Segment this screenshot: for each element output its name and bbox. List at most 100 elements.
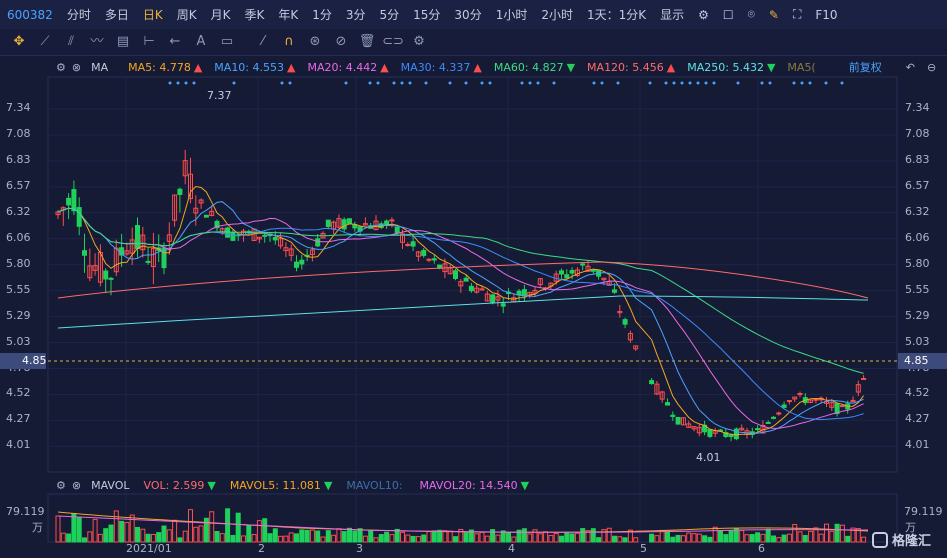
volume-bar	[861, 536, 867, 543]
candle-body	[145, 260, 151, 263]
candle-body	[203, 214, 209, 218]
period-tab-11[interactable]: 30分	[454, 8, 482, 22]
volume-bar	[299, 529, 305, 543]
period-tab-4[interactable]: 月K	[210, 8, 231, 22]
volume-bar	[537, 533, 543, 543]
signal-dot	[712, 81, 716, 85]
vol-item-dir: ▼	[520, 478, 530, 492]
volume-bar	[341, 531, 347, 543]
candle-body	[559, 270, 564, 275]
period-tab-3[interactable]: 周K	[176, 8, 197, 22]
price-tick-l-6: 5.80	[6, 256, 31, 270]
vol-close-icon[interactable]: ⊗	[71, 478, 82, 492]
minus-icon[interactable]: ⊖	[926, 60, 937, 74]
price-tick-r-8: 5.29	[905, 308, 930, 322]
note-tool-icon[interactable]: ▭	[220, 34, 234, 49]
period-tab-7[interactable]: 1分	[312, 8, 332, 22]
period-tab-5[interactable]: 季K	[244, 8, 265, 22]
fib-tool-icon[interactable]: ▤	[116, 34, 130, 49]
period-select[interactable]: 1天：1分K	[586, 8, 647, 22]
date-tick-1: 2	[258, 542, 265, 555]
candle-body	[172, 194, 178, 221]
signal-dot	[616, 81, 620, 85]
text-tool-icon[interactable]: A	[196, 34, 206, 49]
draw-settings-icon[interactable]: ⚙	[413, 34, 425, 49]
period-tab-9[interactable]: 5分	[379, 8, 400, 22]
channel-tool-icon[interactable]: ⫽	[68, 34, 74, 49]
magnet-icon[interactable]: ∩	[284, 34, 294, 49]
vol-settings-icon[interactable]: ⚙	[56, 478, 66, 492]
checkbox-icon[interactable]: ☐	[722, 7, 734, 22]
ma-item-dir: ▲	[287, 60, 296, 74]
candle-body	[55, 211, 61, 216]
candle-body	[463, 277, 469, 282]
volume-bar	[336, 528, 342, 543]
ma-close-icon[interactable]: ⊗	[71, 60, 82, 74]
f10-button[interactable]: F10	[815, 7, 838, 22]
volume-bar	[368, 529, 374, 543]
volume-bar	[278, 535, 284, 543]
pencil-icon[interactable]: ✎	[768, 7, 779, 22]
volume-bar	[474, 533, 480, 543]
candle-body	[484, 293, 490, 302]
volume-bar	[97, 533, 103, 543]
volume-bar	[855, 528, 861, 543]
signal-dot	[176, 81, 180, 85]
candle-body	[188, 173, 193, 200]
display-menu[interactable]: 显示	[660, 8, 685, 22]
period-tab-1[interactable]: 多日	[104, 8, 129, 22]
candle-body	[198, 199, 204, 204]
undo-icon[interactable]: ↶	[905, 60, 915, 74]
volume-bar	[437, 529, 443, 543]
period-tab-8[interactable]: 3分	[345, 8, 366, 22]
hide-icon[interactable]: ⊘	[335, 34, 347, 49]
eraser-icon[interactable]: ⁄	[261, 34, 265, 49]
candle-body	[733, 428, 739, 440]
volume-bar	[320, 536, 326, 543]
volume-bar	[362, 535, 368, 543]
arrow-tool-icon[interactable]: ←	[169, 34, 181, 49]
candle-body	[649, 380, 655, 385]
candle-body	[389, 219, 395, 222]
signal-dot	[280, 81, 284, 85]
period-tab-12[interactable]: 1小时	[495, 8, 528, 22]
line-tool-icon[interactable]: ⟋	[40, 34, 50, 49]
period-tab-6[interactable]: 年K	[278, 8, 299, 22]
measure-tool-icon[interactable]: ⊢	[143, 34, 155, 49]
period-tab-10[interactable]: 15分	[413, 8, 441, 22]
adjust-button[interactable]: 前复权	[848, 61, 882, 74]
candle-body	[405, 243, 411, 247]
candle-body	[230, 232, 236, 241]
volume-bar	[426, 531, 432, 543]
delete-icon[interactable]: 🗑	[358, 34, 376, 49]
volume-bar	[813, 527, 819, 543]
stock-code[interactable]: 600382	[7, 7, 53, 22]
volume-bar	[749, 534, 755, 543]
volume-bar	[495, 534, 501, 543]
volume-bar	[490, 529, 496, 543]
camera-icon[interactable]: ⌾	[747, 7, 755, 21]
candle-body	[288, 248, 294, 256]
candle-body	[426, 258, 432, 261]
wave-tool-icon[interactable]: 〰	[90, 34, 104, 49]
link-icon[interactable]: ⊂⊃	[382, 34, 404, 49]
vol-item-0: VOL: 2.599 ▼	[144, 479, 216, 492]
volume-bar	[294, 533, 299, 543]
ma-settings-icon[interactable]: ⚙	[56, 60, 66, 74]
volume-bar	[150, 533, 156, 543]
settings-icon[interactable]: ⚙	[698, 7, 709, 22]
period-tab-2[interactable]: 日K	[142, 8, 163, 22]
signal-dot	[424, 81, 428, 85]
period-tab-13[interactable]: 2小时	[541, 8, 573, 22]
lock-icon[interactable]: ⊛	[309, 34, 321, 49]
ma-item-dir: ▲	[193, 60, 203, 74]
crosshair-icon[interactable]: ✥	[13, 34, 25, 49]
signal-dot	[704, 81, 708, 85]
volume-bar	[421, 534, 427, 543]
fullscreen-icon[interactable]: ⛶	[792, 7, 802, 21]
volume-bar	[251, 534, 257, 543]
period-tab-0[interactable]: 分时	[66, 8, 91, 22]
signal-dot	[288, 81, 292, 85]
volume-bar	[230, 535, 236, 543]
